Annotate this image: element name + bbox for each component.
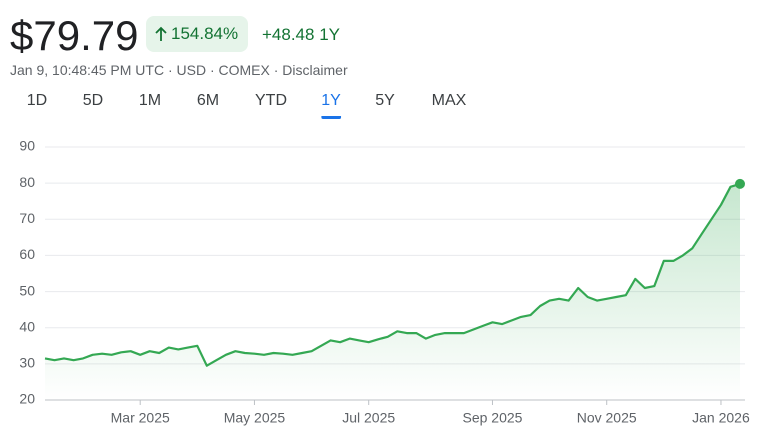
x-tick-label: May 2025 <box>224 410 286 426</box>
y-tick-label: 90 <box>19 138 35 154</box>
last-point <box>735 178 745 189</box>
x-tick-label: Jan 2026 <box>692 410 750 426</box>
change-absolute: +48.48 1Y <box>262 25 340 45</box>
range-tab[interactable]: 1D <box>26 92 48 109</box>
x-tick-label: Sep 2025 <box>462 410 522 426</box>
x-tick-label: Nov 2025 <box>577 410 637 426</box>
x-tick-label: Mar 2025 <box>111 410 170 426</box>
range-tab[interactable]: 6M <box>196 92 220 109</box>
price-line <box>44 182 741 367</box>
y-tick-label: 40 <box>19 318 35 334</box>
up-arrow-icon <box>155 26 167 41</box>
y-tick-label: 60 <box>19 246 35 262</box>
change-value: +48.48 <box>262 25 315 44</box>
y-tick-label: 20 <box>19 391 35 407</box>
change-period: 1Y <box>319 25 341 44</box>
y-tick-label: 70 <box>19 210 35 226</box>
range-tab[interactable]: YTD <box>255 92 287 109</box>
range-tab[interactable]: 5Y <box>375 92 395 109</box>
y-tick-label: 80 <box>19 174 35 190</box>
range-tab[interactable]: 1M <box>138 92 162 109</box>
y-tick-label: 30 <box>19 355 35 371</box>
change-badge: 154.84% <box>146 16 249 52</box>
price: $79.79 <box>10 12 139 59</box>
range-tab[interactable]: MAX <box>431 92 467 109</box>
y-tick-label: 50 <box>19 282 35 298</box>
area-fill <box>45 183 740 400</box>
range-tab[interactable]: 1Y <box>321 92 341 119</box>
subtitle: Jan 9, 10:48:45 PM UTC · USD · COMEX · D… <box>10 62 348 78</box>
change-percent: 154.84% <box>171 24 239 43</box>
x-tick-label: Jul 2025 <box>342 410 395 426</box>
range-tab[interactable]: 5D <box>82 92 104 109</box>
